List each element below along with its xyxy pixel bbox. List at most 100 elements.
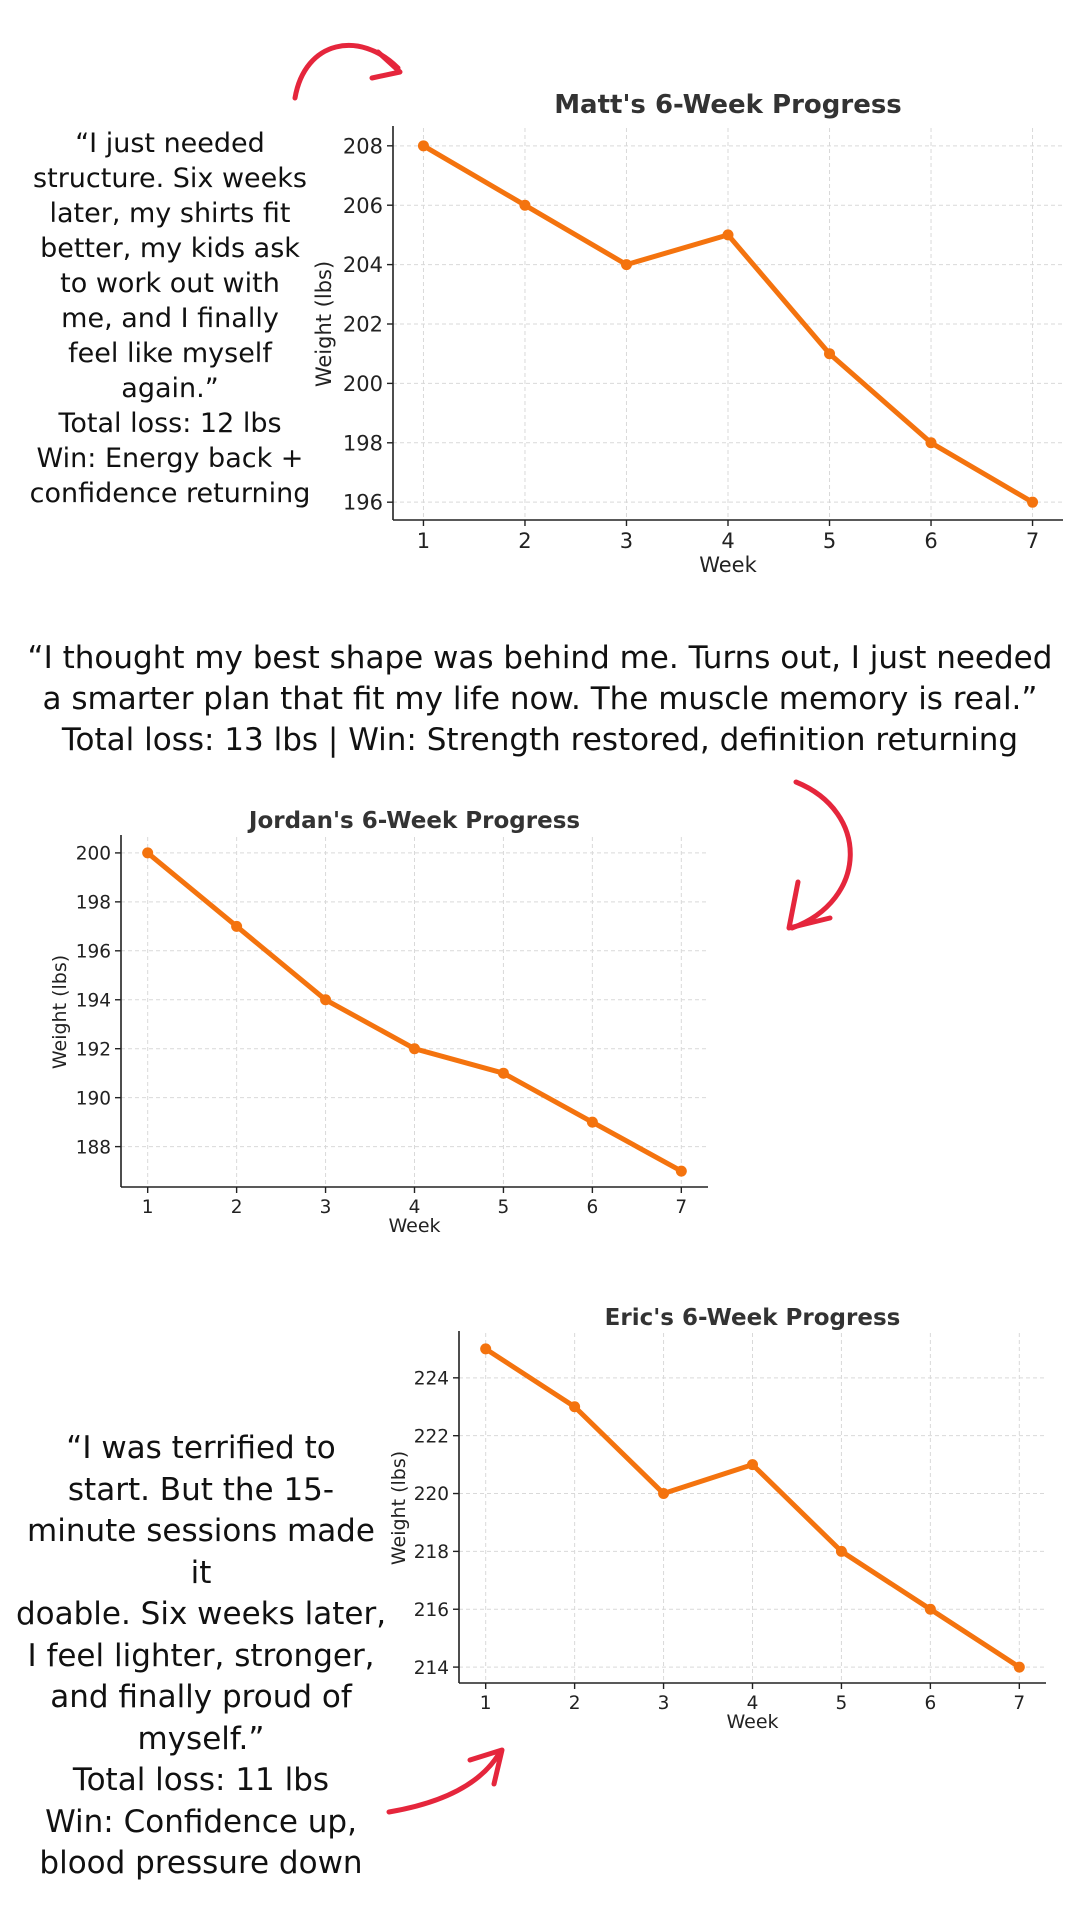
testimonial-eric: “I was terrified to start. But the 15- m… <box>12 1428 390 1885</box>
arrows <box>292 42 853 1815</box>
summary-line: Total loss: 13 lbs | Win: Strength resto… <box>61 722 1019 758</box>
x-axis-label: Week <box>726 1711 778 1733</box>
y-tick-label: 194 <box>76 990 111 1011</box>
x-tick-label: 4 <box>747 1693 759 1714</box>
y-tick-label: 198 <box>76 893 111 914</box>
y-axis-label: Weight (lbs) <box>49 955 71 1069</box>
y-tick-label: 218 <box>414 1542 449 1563</box>
chart-title: Jordan's 6-Week Progress <box>247 808 580 834</box>
total-loss-text: Total loss: 12 lbs <box>58 408 282 439</box>
data-point <box>417 140 429 152</box>
y-tick-label: 196 <box>76 941 111 962</box>
quote-line: “I thought my best shape was behind me. … <box>27 640 1053 676</box>
y-tick-label: 200 <box>343 372 383 396</box>
y-tick-label: 192 <box>76 1039 111 1060</box>
data-point <box>1027 496 1039 508</box>
x-tick-label: 6 <box>586 1197 598 1218</box>
quote-line: I feel lighter, stronger, <box>27 1637 375 1674</box>
y-tick-label: 216 <box>414 1600 449 1621</box>
y-tick-label: 224 <box>414 1368 449 1389</box>
data-point <box>835 1545 847 1557</box>
x-tick-label: 7 <box>1026 529 1039 553</box>
x-tick-label: 1 <box>480 1693 492 1714</box>
data-point <box>824 348 836 360</box>
chart-title: Eric's 6-Week Progress <box>605 1305 901 1331</box>
win-text: blood pressure down <box>39 1845 363 1881</box>
y-tick-label: 208 <box>343 134 383 158</box>
x-tick-label: 3 <box>658 1693 670 1714</box>
x-tick-label: 2 <box>518 529 531 553</box>
quote-line: later, my shirts fit <box>49 198 291 229</box>
arrowhead-icon <box>369 49 403 81</box>
x-tick-label: 3 <box>320 1197 332 1218</box>
quote-line: start. But the 15- <box>67 1471 335 1508</box>
x-tick-label: 5 <box>836 1693 848 1714</box>
data-point <box>519 199 531 211</box>
curved-arrow-down-icon <box>789 779 853 931</box>
x-tick-label: 3 <box>620 529 633 553</box>
data-point <box>658 1488 670 1500</box>
quote-line: minute sessions made it <box>27 1513 375 1591</box>
quote-line: feel like myself <box>68 338 272 369</box>
data-point <box>497 1067 509 1079</box>
data-point <box>747 1459 758 1471</box>
x-tick-label: 4 <box>721 529 734 553</box>
quote-line: better, my kids ask <box>40 233 300 264</box>
x-tick-label: 6 <box>924 1693 936 1714</box>
data-point <box>320 994 332 1006</box>
data-point <box>231 920 243 932</box>
x-axis-label: Week <box>699 553 757 577</box>
x-tick-label: 7 <box>675 1197 687 1218</box>
quote-line: “I just needed <box>75 128 265 159</box>
y-tick-label: 222 <box>414 1426 449 1447</box>
data-point <box>620 259 632 271</box>
quote-line: a smarter plan that fit my life now. The… <box>42 681 1038 717</box>
win-text: Win: Energy back + <box>36 443 304 474</box>
x-tick-label: 4 <box>409 1197 421 1218</box>
quote-line: and finally proud of <box>50 1679 352 1715</box>
x-tick-label: 7 <box>1013 1693 1025 1714</box>
x-tick-label: 5 <box>498 1197 510 1218</box>
arrowhead-icon <box>467 1747 505 1787</box>
x-tick-label: 1 <box>417 529 430 553</box>
data-point <box>480 1343 492 1355</box>
win-text: confidence returning <box>29 478 311 509</box>
y-tick-label: 214 <box>414 1658 449 1679</box>
y-tick-label: 198 <box>343 431 383 455</box>
x-axis-label: Week <box>388 1215 440 1237</box>
x-tick-label: 2 <box>231 1197 243 1218</box>
y-tick-label: 188 <box>76 1137 111 1158</box>
x-tick-label: 5 <box>823 529 836 553</box>
data-point <box>569 1401 581 1413</box>
y-tick-label: 196 <box>343 491 383 515</box>
y-axis-label: Weight (lbs) <box>312 261 336 387</box>
x-tick-label: 6 <box>924 529 937 553</box>
y-tick-label: 204 <box>343 253 383 277</box>
x-tick-label: 1 <box>142 1197 154 1218</box>
y-tick-label: 202 <box>343 313 383 337</box>
win-text: Win: Confidence up, <box>45 1803 357 1840</box>
data-point <box>142 847 154 859</box>
total-loss-text: Total loss: 11 lbs <box>72 1762 330 1798</box>
x-tick-label: 2 <box>569 1693 581 1714</box>
quote-line: myself.” <box>137 1720 265 1757</box>
chart-2: 1 2 3 4 5 6 7 188 190 192 194 196 198 200 Jordan's 6-W… <box>49 808 708 1237</box>
curved-arrow-up-right-icon <box>386 1749 503 1815</box>
data-point <box>925 437 937 449</box>
data-point <box>586 1116 598 1128</box>
quote-line: to work out with <box>60 268 280 299</box>
chart-title: Matt's 6-Week Progress <box>554 90 902 120</box>
quote-line: “I was terrified to <box>66 1430 336 1466</box>
quote-line: me, and I finally <box>61 303 279 334</box>
data-point <box>675 1165 687 1177</box>
data-point <box>722 229 734 241</box>
quote-line: again.” <box>121 373 219 404</box>
chart-1: 1 2 3 4 5 6 7 196 198 200 202 204 206 208 Matt's 6-Wee… <box>312 90 1063 577</box>
testimonial-matt: “I just needed structure. Six weeks late… <box>20 126 320 511</box>
y-tick-label: 200 <box>76 844 111 865</box>
chart-3: 1 2 3 4 5 6 7 214 216 218 220 222 224 Eric's 6-Week P… <box>388 1305 1046 1733</box>
y-axis-label: Weight (lbs) <box>388 1451 410 1565</box>
y-tick-label: 206 <box>343 194 383 218</box>
quote-line: structure. Six weeks <box>33 163 307 194</box>
